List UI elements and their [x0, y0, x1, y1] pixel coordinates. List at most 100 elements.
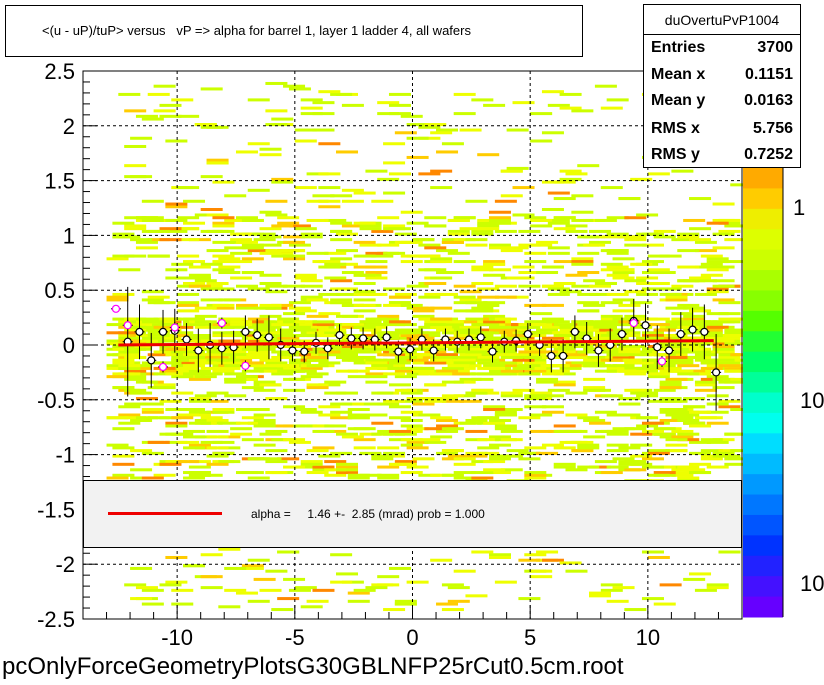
heatmap-cell	[465, 243, 488, 247]
heatmap-cell	[300, 279, 323, 283]
heatmap-cell	[188, 460, 211, 464]
heatmap-cell	[418, 397, 441, 401]
heatmap-cell	[224, 588, 247, 592]
heatmap-cell	[712, 246, 735, 250]
heatmap-cell	[594, 429, 617, 433]
heatmap-cell	[365, 292, 388, 296]
heatmap-cell	[165, 460, 188, 464]
heatmap-cell	[259, 457, 282, 461]
heatmap-cell	[547, 292, 570, 296]
heatmap-cell	[371, 432, 394, 436]
heatmap-cell	[283, 438, 306, 442]
heatmap-cell	[659, 292, 682, 296]
heatmap-cell	[424, 427, 447, 431]
heatmap-cell	[371, 229, 394, 233]
heatmap-cell	[406, 465, 429, 469]
heatmap-cell	[159, 328, 182, 332]
heatmap-cell	[547, 369, 570, 373]
heatmap-cell	[712, 451, 735, 455]
heatmap-cell	[541, 410, 564, 414]
heatmap-cell	[488, 369, 511, 373]
heatmap-cell	[336, 314, 359, 318]
heatmap-cell	[418, 372, 441, 376]
heatmap-cell	[536, 451, 559, 455]
heatmap-cell	[530, 224, 553, 228]
heatmap-cell	[277, 336, 300, 340]
heatmap-cell	[624, 427, 647, 431]
heatmap-cell	[436, 355, 459, 359]
legend-fit-text: alpha = 1.46 +- 2.85 (mrad) prob = 1.000	[251, 507, 485, 521]
heatmap-cell	[241, 320, 264, 324]
heatmap-cell	[206, 158, 229, 162]
heatmap-cell	[612, 355, 635, 359]
heatmap-cell	[271, 355, 294, 359]
heatmap-cell	[565, 172, 588, 176]
heatmap-cell	[165, 408, 188, 412]
heatmap-cell	[500, 429, 523, 433]
heatmap-cell	[312, 465, 335, 469]
heatmap-cell	[265, 336, 288, 340]
heatmap-cell	[394, 599, 417, 603]
heatmap-cell	[683, 397, 706, 401]
heatmap-cell	[141, 402, 164, 406]
heatmap-cell	[724, 432, 747, 436]
heatmap-cell	[359, 328, 382, 332]
heatmap-cell	[436, 150, 459, 154]
heatmap-cell	[524, 473, 547, 477]
heatmap-cell	[571, 284, 594, 288]
heatmap-cell	[406, 331, 429, 335]
heatmap-cell	[441, 399, 464, 403]
heatmap-cell	[418, 331, 441, 335]
heatmap-cell	[400, 429, 423, 433]
heatmap-cell	[259, 281, 282, 285]
heatmap-cell	[671, 429, 694, 433]
heatmap-cell	[377, 112, 400, 116]
heatmap-cell	[583, 388, 606, 392]
heatmap-cell	[112, 221, 135, 225]
heatmap-cell	[330, 279, 353, 283]
heatmap-cell	[383, 323, 406, 327]
heatmap-cell	[165, 424, 188, 428]
heatmap-cell	[524, 446, 547, 450]
heatmap-cell	[630, 350, 653, 354]
heatmap-cell	[253, 345, 276, 348]
heatmap-cell	[483, 468, 506, 472]
heatmap-cell	[112, 358, 135, 362]
heatmap-cell	[188, 421, 211, 425]
heatmap-cell	[194, 361, 217, 365]
heatmap-cell	[124, 175, 147, 179]
heatmap-cell	[618, 320, 641, 324]
heatmap-cell	[624, 608, 647, 612]
heatmap-cell	[235, 377, 258, 381]
heatmap-cell	[488, 325, 511, 329]
heatmap-cell	[488, 328, 511, 332]
heatmap-cell	[700, 323, 723, 327]
heatmap-cell	[641, 260, 664, 264]
heatmap-cell	[424, 281, 447, 285]
heatmap-cell	[712, 358, 735, 362]
heatmap-cell	[430, 169, 453, 173]
heatmap-cell	[406, 397, 429, 401]
heatmap-cell	[671, 169, 694, 173]
heatmap-cell	[341, 323, 364, 327]
heatmap-cell	[559, 106, 582, 110]
heatmap-cell	[618, 446, 641, 450]
heatmap-cell	[365, 276, 388, 280]
heatmap-cell	[612, 586, 635, 590]
heatmap-cell	[288, 243, 311, 247]
heatmap-cell	[241, 257, 264, 261]
heatmap-cell	[165, 555, 188, 559]
heatmap-cell	[677, 265, 700, 269]
heatmap-cell	[365, 169, 388, 173]
heatmap-cell	[700, 449, 723, 453]
heatmap-cell	[571, 262, 594, 266]
heatmap-cell	[494, 410, 517, 414]
heatmap-cell	[683, 336, 706, 340]
heatmap-cell	[218, 355, 241, 359]
heatmap-cell	[541, 558, 564, 562]
profile-point	[135, 327, 144, 336]
heatmap-cell	[718, 550, 741, 554]
heatmap-cell	[206, 345, 229, 348]
heatmap-cell	[341, 188, 364, 192]
heatmap-cell	[224, 377, 247, 381]
